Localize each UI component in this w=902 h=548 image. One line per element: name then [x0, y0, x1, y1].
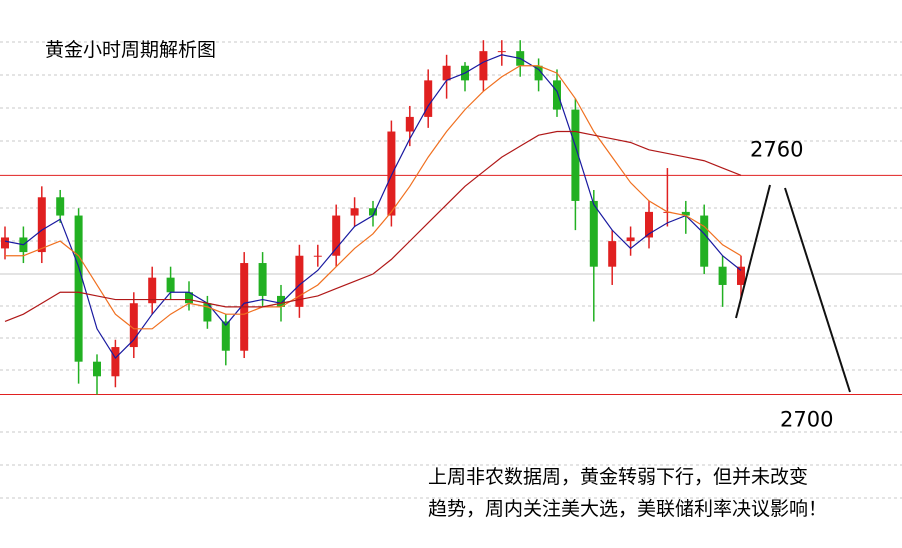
grid	[0, 41, 902, 499]
candle-body	[111, 347, 120, 377]
annotation: 上周非农数据周，黄金转弱下行，但并未改变	[428, 466, 808, 488]
candle-body	[1, 237, 9, 249]
moving-average-line	[5, 65, 742, 330]
candle-body	[681, 211, 690, 216]
candle-body	[700, 215, 709, 267]
candle-body	[221, 321, 230, 351]
candle-body	[277, 295, 285, 307]
forecast-path	[735, 184, 851, 393]
plot: 2760 2700	[0, 40, 902, 432]
candle-body	[313, 255, 322, 257]
candle-body	[258, 263, 267, 296]
candle-body	[148, 277, 157, 304]
chart-title: 黄金小时周期解析图	[45, 39, 216, 61]
candle-body	[626, 237, 635, 242]
candle-body	[405, 116, 414, 132]
candle-body	[185, 292, 193, 304]
candle-body	[387, 131, 396, 216]
candle-body	[645, 211, 653, 238]
candle-body	[332, 215, 341, 256]
candle-body	[203, 303, 212, 322]
candle-body	[553, 80, 561, 110]
candle-body	[166, 277, 175, 293]
candle-body	[129, 303, 138, 348]
candle-body	[295, 255, 304, 307]
forecast-line	[784, 187, 851, 393]
candle-body	[93, 361, 101, 377]
candle-body	[737, 266, 745, 285]
candle-body	[608, 241, 617, 267]
moving-average-line	[4, 54, 742, 359]
candle-body	[442, 65, 451, 81]
moving-average-line	[4, 130, 742, 323]
candle-body	[589, 200, 598, 267]
level-label: 2760	[750, 137, 803, 161]
candle-body	[37, 197, 46, 253]
candle-body	[369, 208, 377, 216]
candle-body	[56, 197, 65, 216]
candle-body	[350, 208, 359, 216]
candle-body	[718, 266, 727, 285]
level-label: 2700	[780, 408, 833, 432]
candle-body	[479, 51, 488, 81]
candle-body	[571, 109, 580, 201]
candle-body	[534, 65, 543, 81]
candle-body	[497, 51, 506, 53]
annotation: 趋势，周内关注美大选，美联储利率决议影响！	[428, 498, 827, 520]
candle-body	[424, 80, 433, 117]
candle-body	[74, 215, 83, 362]
forecast-line	[735, 184, 771, 319]
